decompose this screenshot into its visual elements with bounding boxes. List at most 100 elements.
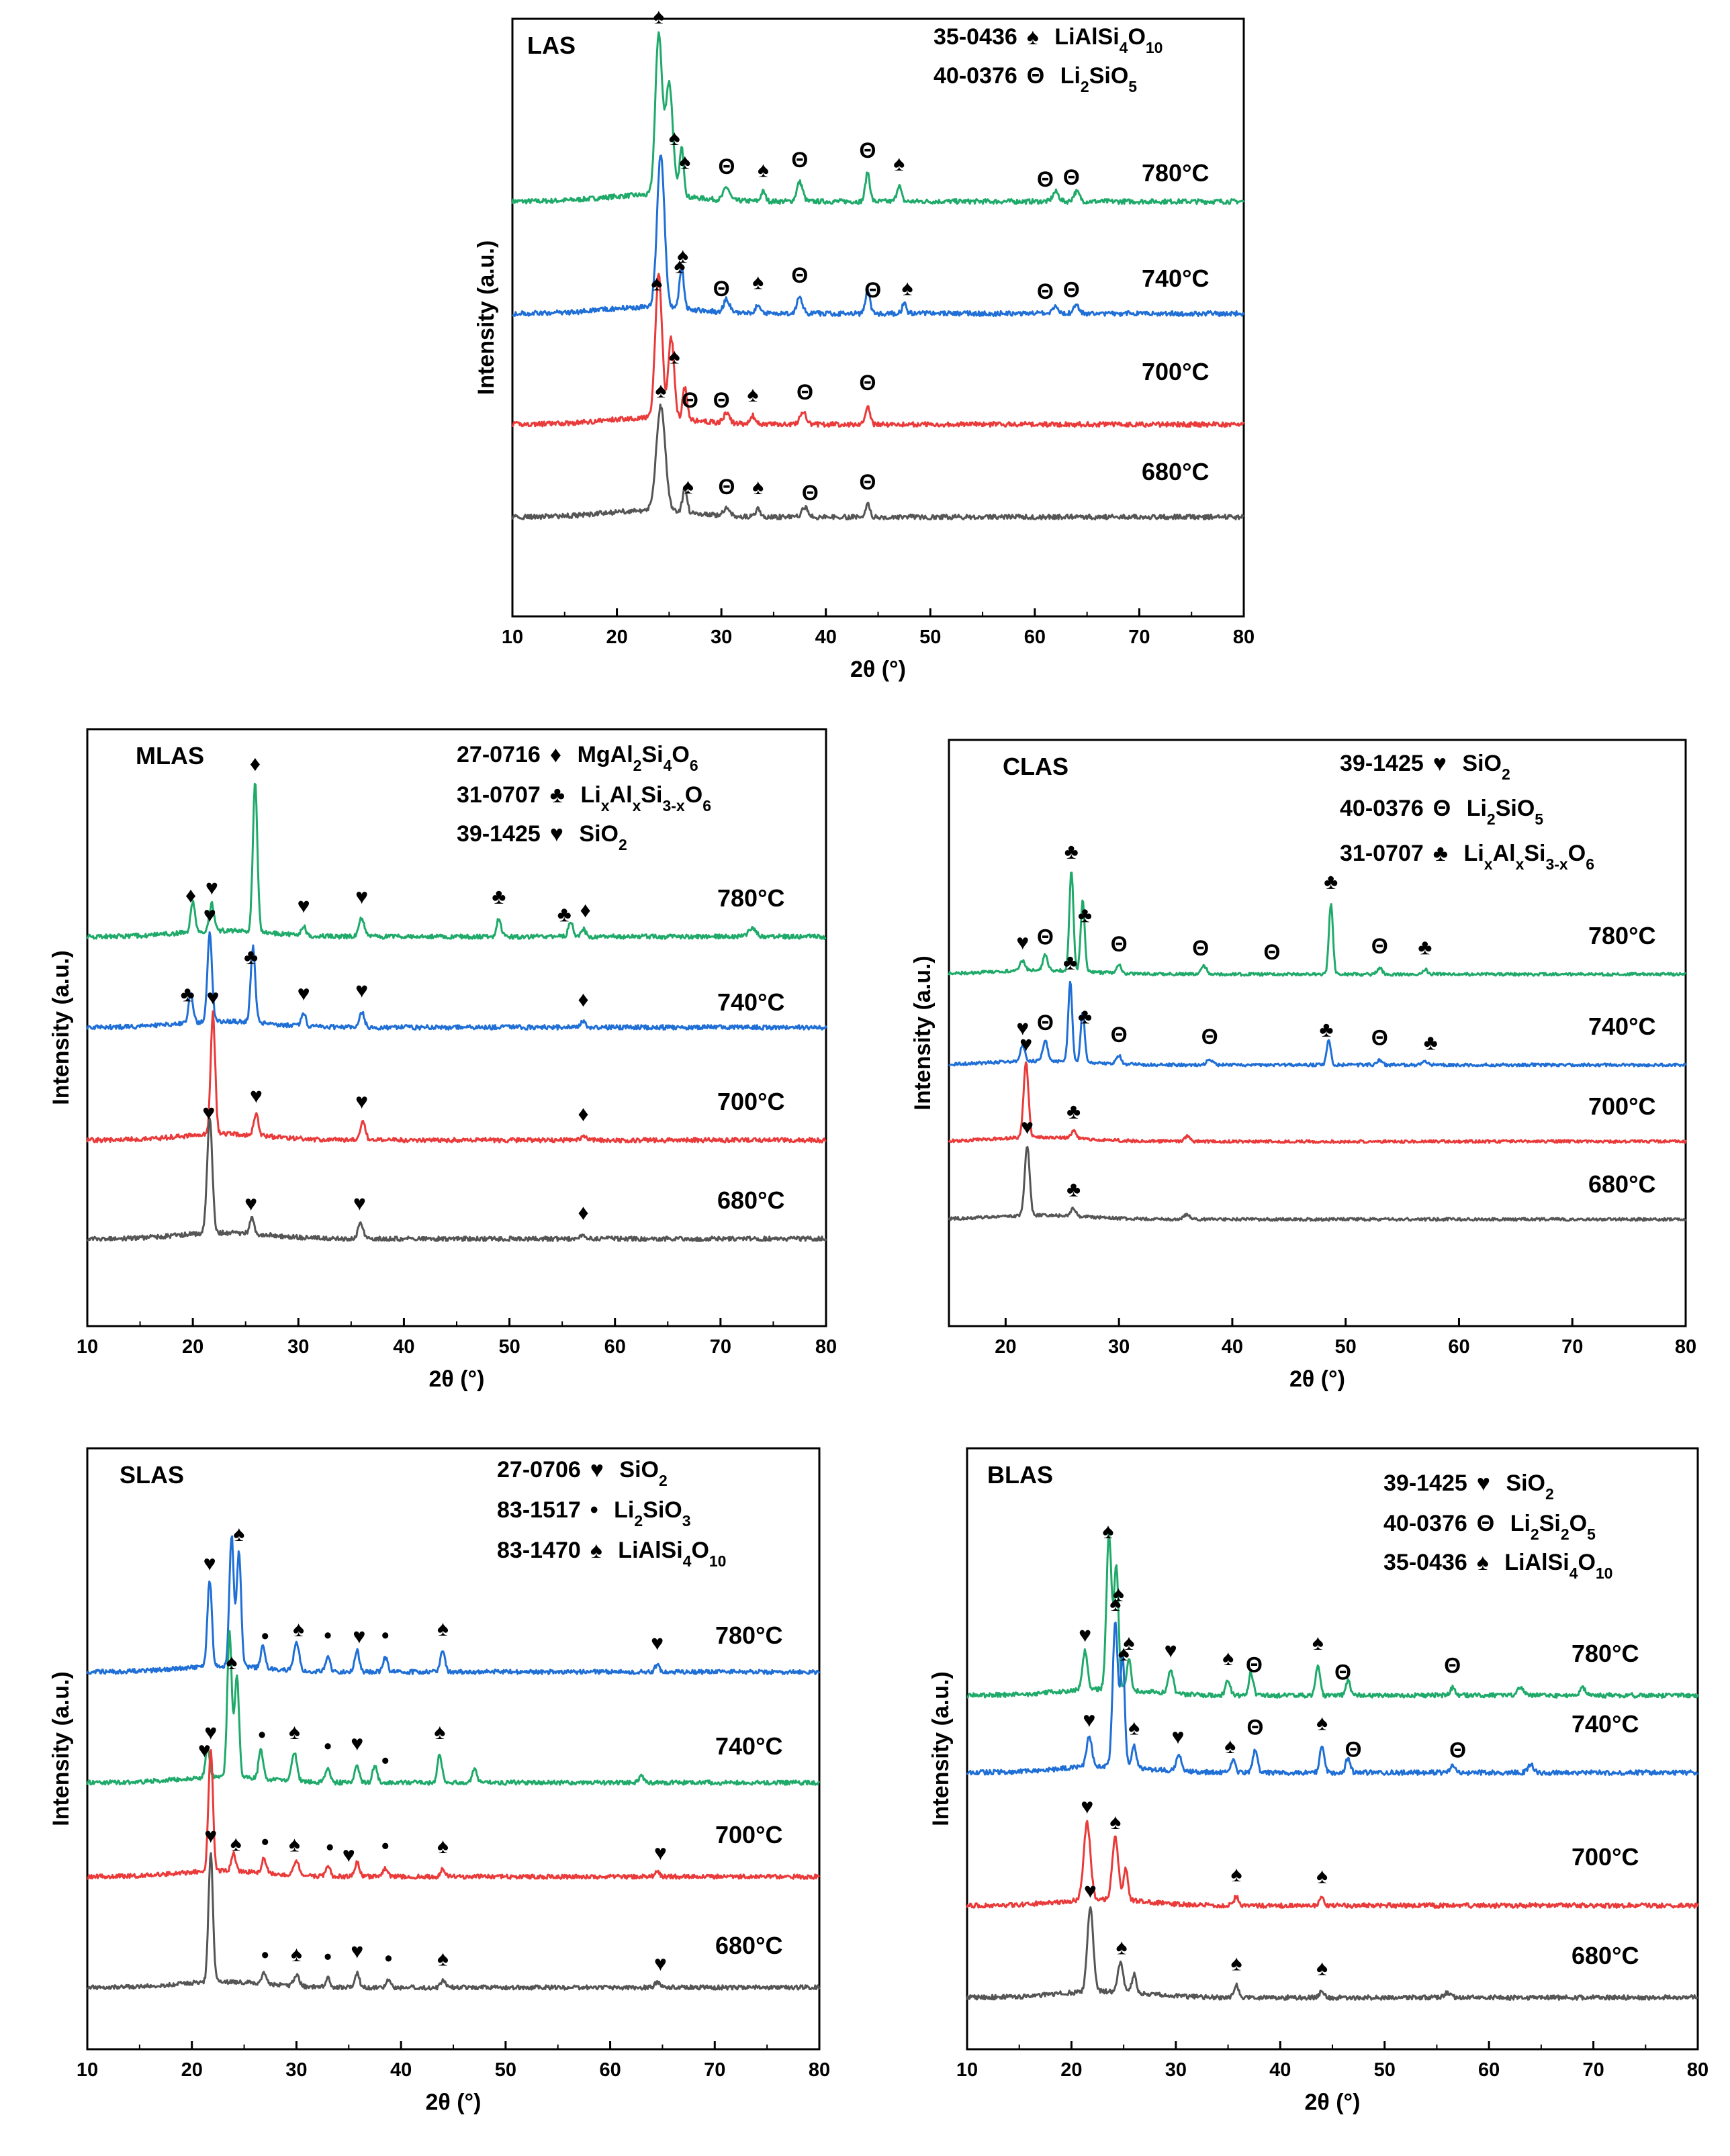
series-label: 740°C <box>715 1732 782 1760</box>
peak-marker: ♥ <box>343 1842 355 1867</box>
peak-marker: ♥ <box>298 981 310 1005</box>
legend-phase: Li <box>581 782 601 808</box>
legend-s2: 3 <box>682 1512 691 1530</box>
panel-title: BLAS <box>987 1461 1053 1489</box>
legend-code: 35-0436 <box>934 24 1017 50</box>
legend-code: 35-0436 <box>1383 1550 1467 1575</box>
legend-s2: x <box>633 797 641 814</box>
legend-entry: 83-1470 ♠ LiAlSi4O10 <box>497 1538 726 1570</box>
peak-marker: ♠ <box>230 1831 242 1855</box>
x-tick-label: 70 <box>704 2059 725 2081</box>
series-line-740c <box>948 980 1687 1068</box>
series-label: 680°C <box>1588 1170 1655 1198</box>
series-line-700c <box>966 1820 1699 1909</box>
peak-marker: Θ <box>1111 1023 1128 1047</box>
peak-marker: Θ <box>1449 1738 1466 1762</box>
legend-s1: x <box>1484 855 1493 873</box>
peak-marker: ♥ <box>1084 1879 1097 1903</box>
series-line-780c <box>948 872 1686 977</box>
legend-s1: 4 <box>683 1552 692 1570</box>
peak-marker: ♠ <box>289 1832 300 1856</box>
peak-marker: ♥ <box>250 1083 263 1107</box>
peak-marker: ♠ <box>758 158 769 182</box>
legend-sym: ♥ <box>590 1457 610 1483</box>
peak-marker: ♥ <box>353 1624 365 1648</box>
peak-marker: ♦ <box>578 1101 588 1125</box>
x-tick-label: 40 <box>393 1336 414 1358</box>
peak-marker: ♥ <box>1016 930 1029 954</box>
series-label: 700°C <box>715 1821 782 1848</box>
peak-marker: • <box>324 1624 332 1648</box>
peak-marker: • <box>381 1748 389 1773</box>
peak-marker: • <box>385 1946 392 1970</box>
peak-marker: Θ <box>1063 165 1080 189</box>
legend-s1: 4 <box>1120 39 1128 56</box>
x-tick-label: 50 <box>495 2059 516 2081</box>
legend-m2: O <box>672 742 689 767</box>
legend-s2: 10 <box>1596 1564 1613 1582</box>
series-label: 700°C <box>1588 1092 1655 1120</box>
peak-marker: Θ <box>1111 932 1128 956</box>
peak-marker: ♠ <box>747 382 758 406</box>
x-tick-label: 80 <box>1687 2059 1709 2081</box>
legend-m1: Al <box>1493 841 1516 866</box>
peak-marker: Θ <box>1444 1654 1461 1678</box>
panel-title: SLAS <box>120 1461 184 1489</box>
legend-phase: LiAlSi <box>618 1538 682 1563</box>
series-label: 680°C <box>715 1932 782 1959</box>
peak-marker: ♠ <box>752 475 764 499</box>
peak-marker: ♥ <box>1019 1032 1032 1056</box>
peak-marker: ♥ <box>651 1630 664 1654</box>
legend-sym: Θ <box>1027 63 1051 89</box>
peak-marker: ♠ <box>1102 1519 1113 1543</box>
peak-marker: ♠ <box>437 1616 449 1640</box>
peak-marker: ♠ <box>1231 1951 1242 1975</box>
legend-entry: 39-1425 ♥ SiO2 <box>1383 1470 1554 1503</box>
legend-m1: Al <box>610 782 633 808</box>
x-tick-label: 70 <box>1561 1336 1583 1358</box>
legend-s1: 4 <box>1569 1564 1578 1582</box>
legend-m1: O <box>1578 1550 1595 1575</box>
series-label: 780°C <box>1142 159 1209 187</box>
legend-s3: 6 <box>690 757 698 774</box>
legend-phase: Li <box>1060 63 1081 89</box>
peak-marker: • <box>258 1723 265 1747</box>
x-tick-label: 50 <box>919 626 941 648</box>
legend-code: 39-1425 <box>1383 1470 1467 1496</box>
peak-marker: ♦ <box>250 751 261 776</box>
peak-marker: ♠ <box>293 1617 304 1641</box>
legend-sym: Θ <box>1433 796 1457 821</box>
x-axis-label: 2θ (°) <box>1305 2090 1361 2115</box>
legend-code: 27-0706 <box>497 1457 581 1483</box>
legend-m1: O <box>691 1538 709 1563</box>
x-tick-label: 50 <box>1374 2059 1396 2081</box>
legend-code: 27-0716 <box>457 742 541 767</box>
legend-entry: 40-0376 Θ Li2SiO5 <box>1340 796 1543 828</box>
legend-m2: Si <box>641 782 662 808</box>
peak-marker: ♥ <box>204 1824 217 1848</box>
legend-code: 83-1470 <box>497 1538 581 1563</box>
peak-marker: ♠ <box>677 243 688 267</box>
series-label: 740°C <box>1588 1013 1655 1040</box>
legend-s1: 2 <box>659 1472 668 1489</box>
peak-marker: ♦ <box>578 987 588 1011</box>
legend-phase: Li <box>1467 796 1487 821</box>
legend-m1: O <box>1128 24 1145 50</box>
y-axis-label: Intensity (a.u.) <box>910 955 936 1110</box>
peak-marker: ♥ <box>206 876 218 900</box>
y-axis-label: Intensity (a.u.) <box>928 1671 954 1826</box>
x-tick-label: 10 <box>956 2059 978 2081</box>
legend-phase: Li <box>1510 1511 1531 1536</box>
legend-s1: 2 <box>1487 810 1496 828</box>
peak-marker: ♠ <box>674 254 685 278</box>
peak-marker: ♠ <box>669 126 680 150</box>
peak-marker: ♥ <box>654 1951 667 1975</box>
legend-m2: Si <box>1524 841 1545 866</box>
series-label: 740°C <box>717 988 784 1016</box>
peak-marker: ♥ <box>353 1190 366 1215</box>
peak-marker: ♠ <box>682 474 694 498</box>
x-tick-label: 60 <box>1024 626 1046 648</box>
peak-marker: Θ <box>859 470 876 494</box>
peak-marker: ♠ <box>289 1720 300 1744</box>
legend-s1: 2 <box>619 836 627 853</box>
